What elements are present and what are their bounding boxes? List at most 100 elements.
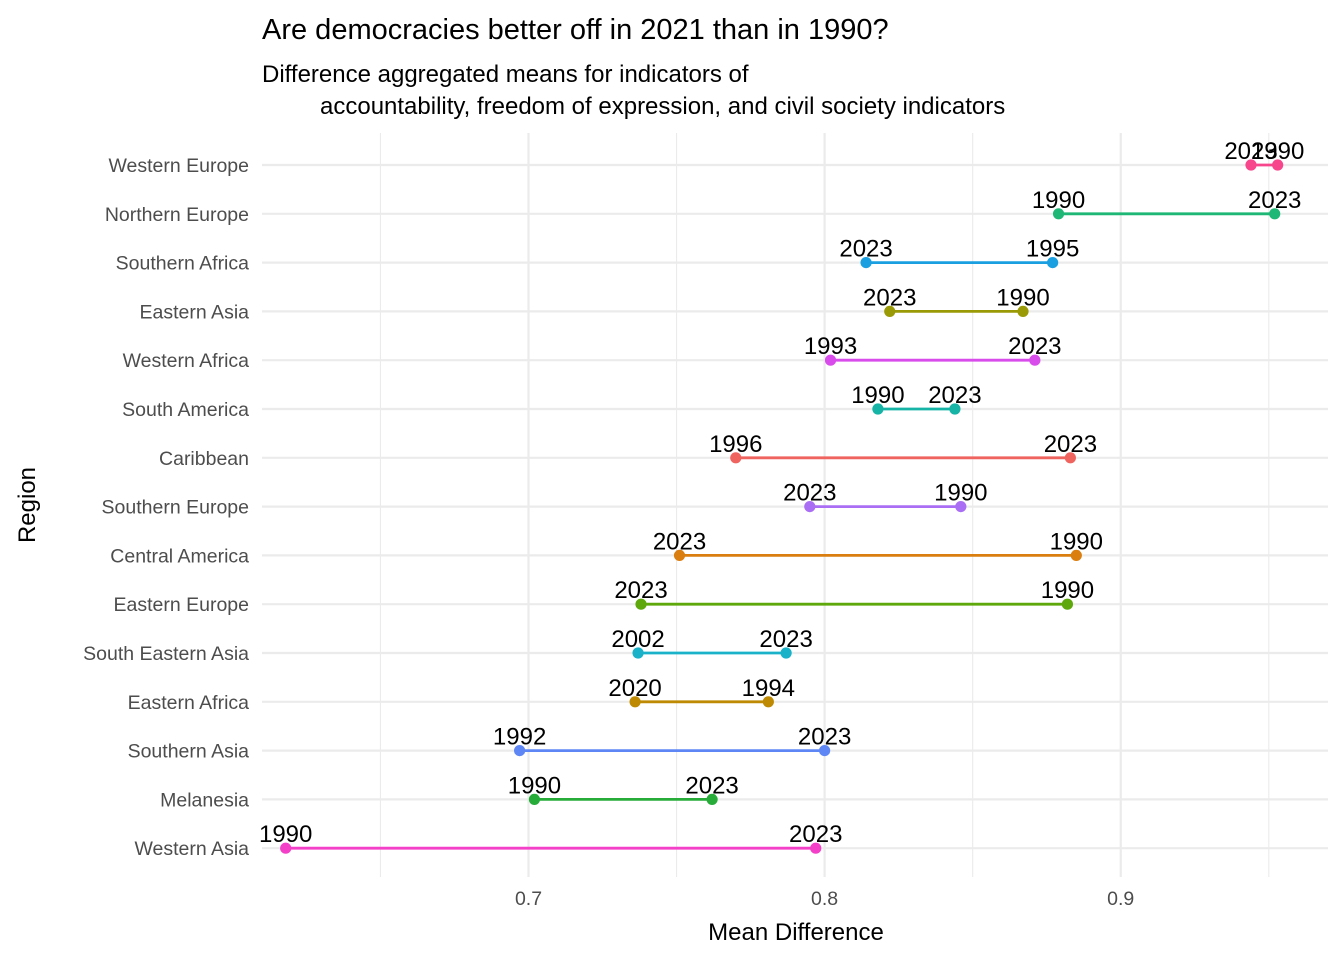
y-tick-label: Eastern Africa <box>128 692 250 714</box>
point-label: 2023 <box>685 772 738 799</box>
dumbbell-row: 1990 2023 <box>259 821 842 854</box>
data-point <box>780 647 792 659</box>
data-point <box>872 403 884 415</box>
y-tick-label: Caribbean <box>159 448 249 470</box>
dumbbell-row: 2020 1994 <box>608 675 795 708</box>
dumbbell-row: 1992 2023 <box>493 724 851 757</box>
point-label: 2023 <box>759 626 812 653</box>
data-point <box>949 403 961 415</box>
x-tick-label: 0.9 <box>1107 888 1134 910</box>
data-point <box>1272 159 1284 171</box>
y-tick-label: Central America <box>110 545 249 567</box>
point-label: 1992 <box>493 724 546 751</box>
data-point <box>1061 598 1074 610</box>
data-point <box>528 793 541 806</box>
y-tick-label: Western Asia <box>134 838 249 860</box>
y-tick-label: South America <box>122 399 249 421</box>
data-point <box>762 696 774 708</box>
point-label: 2023 <box>614 577 667 604</box>
y-tick-label: Western Europe <box>108 155 249 177</box>
dumbbell-row: 2002 2023 <box>611 626 813 659</box>
point-label: 2023 <box>928 382 981 409</box>
data-point <box>673 549 686 562</box>
x-tick-labels: 0.7 0.8 0.9 <box>515 888 1134 910</box>
data-point <box>1052 208 1065 220</box>
chart-subtitle-line-2: accountability, freedom of expression, a… <box>320 93 1005 120</box>
chart-title: Are democracies better off in 2021 than … <box>262 14 889 46</box>
point-label: 2023 <box>653 528 706 555</box>
data-point <box>810 842 822 854</box>
y-tick-label: Northern Europe <box>105 204 249 226</box>
dumbbell-row: 1990 2023 <box>851 382 982 415</box>
point-label: 2023 <box>1008 333 1061 360</box>
data-point <box>955 501 967 513</box>
point-label: 2023 <box>1224 138 1277 165</box>
point-label: 1994 <box>742 675 795 702</box>
x-axis-title: Mean Difference <box>708 919 884 946</box>
point-label: 1990 <box>851 382 904 409</box>
dumbbell-row: 1990 2023 <box>1032 187 1301 220</box>
point-label: 1990 <box>1251 138 1304 165</box>
data-point <box>635 598 647 610</box>
y-axis-title: Region <box>14 467 41 543</box>
data-point <box>804 501 816 513</box>
y-tick-label: Western Africa <box>123 350 250 372</box>
y-tick-label: Eastern Europe <box>113 594 249 616</box>
point-label: 1993 <box>804 333 857 360</box>
point-label: 2023 <box>798 724 851 751</box>
data-point <box>1029 354 1041 366</box>
data-point <box>860 257 872 269</box>
point-label: 1990 <box>996 284 1049 311</box>
point-label: 1996 <box>709 431 762 458</box>
data-point <box>1269 208 1281 220</box>
point-label: 2023 <box>1044 431 1097 458</box>
data-point <box>1017 305 1029 317</box>
point-label: 2002 <box>611 626 664 653</box>
data-point <box>824 354 837 366</box>
dumbbell-row: 2023 1990 <box>863 284 1050 317</box>
point-label: 2023 <box>1248 187 1301 214</box>
y-tick-labels: Western Europe Northern Europe Southern Af… <box>83 155 249 860</box>
y-tick-label: South Eastern Asia <box>83 643 249 665</box>
point-label: 2020 <box>608 675 661 702</box>
point-label: 1990 <box>508 772 561 799</box>
data-point <box>819 745 831 757</box>
data-point <box>632 647 644 659</box>
y-tick-label: Eastern Asia <box>140 301 250 323</box>
y-tick-label: Southern Europe <box>102 497 249 519</box>
x-tick-label: 0.7 <box>515 888 542 910</box>
point-label: 2023 <box>839 236 892 263</box>
point-label: 1990 <box>259 821 312 848</box>
data-point <box>706 793 718 806</box>
dumbbell-row: 1993 2023 <box>804 333 1062 366</box>
point-label: 2023 <box>863 284 916 311</box>
y-tick-label: Melanesia <box>160 789 249 811</box>
point-label: 1990 <box>1041 577 1094 604</box>
chart-subtitle-line-1: Difference aggregated means for indicato… <box>262 61 749 88</box>
point-label: 1990 <box>934 480 987 507</box>
dumbbell-row: 1996 2023 <box>709 431 1097 464</box>
x-tick-label: 0.8 <box>811 888 838 910</box>
data-point <box>629 696 641 708</box>
data-point <box>1047 257 1059 269</box>
data-point <box>514 745 526 757</box>
data-point <box>1064 452 1076 464</box>
data-point <box>280 842 292 854</box>
data-point <box>1245 159 1257 171</box>
dumbbell-row: 2023 1990 <box>783 480 988 513</box>
y-tick-label: Southern Africa <box>116 253 249 275</box>
data-point <box>884 305 896 317</box>
dumbbell-row: 2023 1995 <box>839 236 1079 269</box>
point-label: 2023 <box>789 821 842 848</box>
y-tick-label: Southern Asia <box>128 741 250 763</box>
dumbbell-row: 1990 2023 <box>508 772 739 806</box>
point-label: 1995 <box>1026 236 1079 263</box>
dumbbell-row: 2023 1990 <box>614 577 1094 610</box>
point-label: 2023 <box>783 480 836 507</box>
data-point <box>1070 549 1082 562</box>
